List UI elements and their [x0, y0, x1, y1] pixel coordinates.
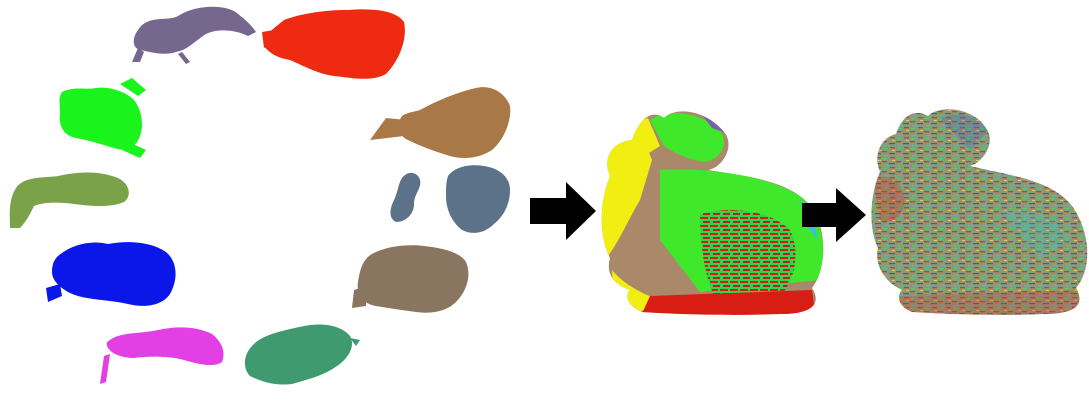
scan-green-shape	[59, 78, 146, 158]
scan-blue-shape	[46, 242, 176, 306]
arrow-right-icon-2	[802, 188, 866, 242]
scan-teal-shape	[244, 324, 360, 385]
scan-brown-shape	[352, 245, 469, 313]
scan-slate-shape	[390, 165, 510, 233]
refined-merged-bunny	[871, 109, 1088, 315]
partial-scans-ring	[9, 6, 511, 385]
scan-purple-shape	[132, 6, 256, 64]
coarse-merged-bunny	[601, 111, 824, 315]
scan-magenta-shape	[100, 327, 224, 384]
arrow-right-icon	[530, 182, 596, 240]
scan-olive-shape	[9, 172, 129, 228]
scan-red-shape	[262, 9, 405, 79]
scan-copper-shape	[370, 87, 511, 158]
